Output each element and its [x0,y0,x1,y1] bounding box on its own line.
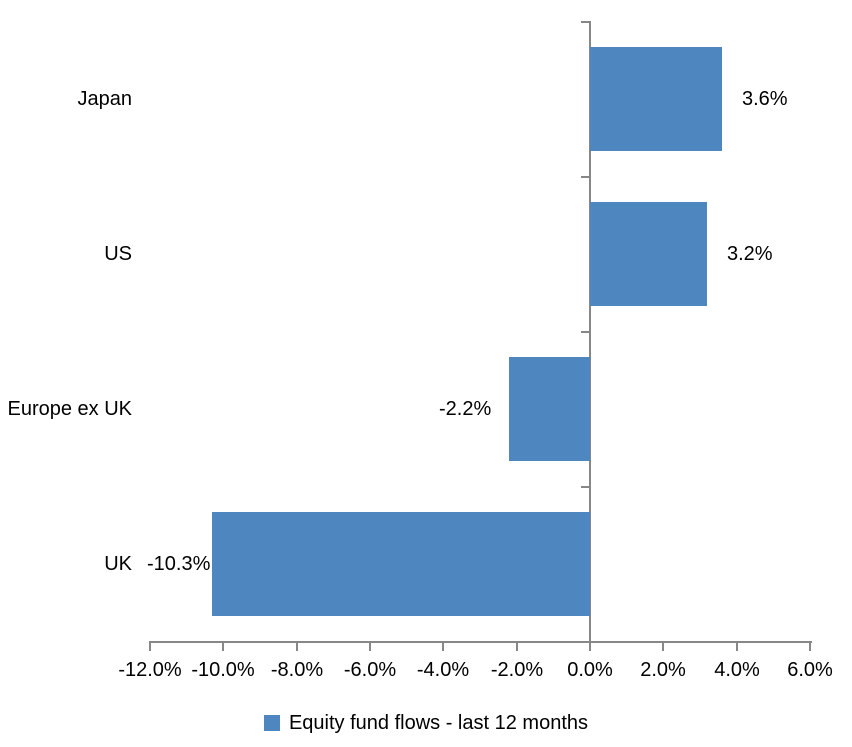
x-axis-tick [589,641,591,651]
data-label-europe-ex-uk: -2.2% [439,398,492,420]
category-label-japan: Japan [77,88,133,110]
y-axis-tick [581,176,589,178]
x-axis-tick-label: 2.0% [640,659,686,681]
y-axis-tick [581,21,589,23]
x-axis-tick [149,641,151,651]
x-axis-tick [222,641,224,651]
bar-uk [212,512,590,616]
x-axis-tick [662,641,664,651]
bar-us [590,202,707,306]
data-label-us: 3.2% [727,243,773,265]
category-label-uk: UK [104,553,132,575]
x-axis-tick-label: 4.0% [714,659,760,681]
category-label-europe-ex-uk: Europe ex UK [7,398,132,420]
y-axis-line [589,21,591,643]
x-axis-tick [736,641,738,651]
x-axis-tick [516,641,518,651]
x-axis-tick-label: -2.0% [490,659,544,681]
y-axis-tick [581,331,589,333]
x-axis-tick-label: 0.0% [567,659,613,681]
x-axis-tick-label: -4.0% [416,659,470,681]
bar-europe-ex-uk [509,357,590,461]
x-axis-tick [296,641,298,651]
x-axis-tick-label: 6.0% [787,659,833,681]
bar-japan [590,47,722,151]
x-axis-tick-label: -6.0% [343,659,397,681]
y-axis-tick [581,486,589,488]
x-axis-tick-label: -12.0% [118,659,182,681]
legend-label: Equity fund flows - last 12 months [288,712,589,734]
category-label-us: US [104,243,132,265]
x-axis-tick-label: -8.0% [270,659,324,681]
x-axis-tick [369,641,371,651]
x-axis-tick [442,641,444,651]
legend: Equity fund flows - last 12 months [0,708,852,738]
x-axis-tick-label: -10.0% [191,659,255,681]
data-label-uk: -10.3% [147,553,211,575]
y-axis-tick [581,641,589,643]
x-axis-tick [809,641,811,651]
data-label-japan: 3.6% [742,88,788,110]
legend-swatch-icon [263,715,280,731]
x-axis-line [150,641,812,643]
